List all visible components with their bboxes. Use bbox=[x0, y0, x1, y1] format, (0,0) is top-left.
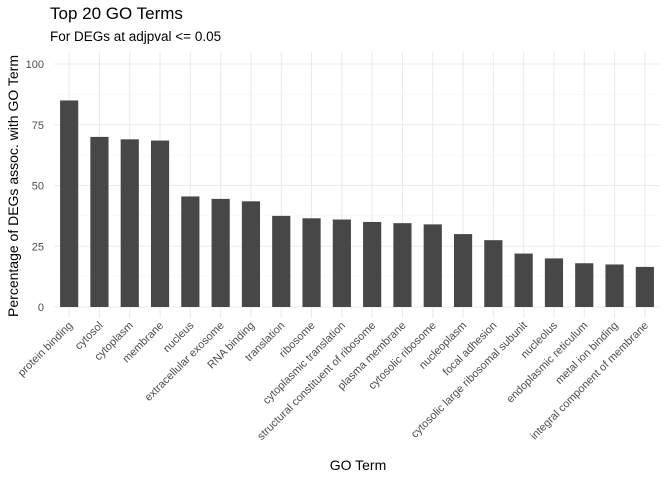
bars bbox=[60, 100, 654, 307]
bar bbox=[514, 253, 533, 307]
grid-lines bbox=[54, 52, 660, 318]
bar bbox=[272, 215, 291, 307]
chart-subtitle: For DEGs at adjpval <= 0.05 bbox=[50, 29, 222, 44]
y-tick-label: 50 bbox=[32, 181, 44, 193]
bar bbox=[453, 234, 473, 307]
y-tick-label: 75 bbox=[32, 120, 44, 132]
y-axis-ticks: 0 25 50 75 100 bbox=[26, 59, 44, 314]
bar bbox=[605, 264, 624, 307]
bar bbox=[90, 136, 109, 307]
bar bbox=[393, 223, 412, 307]
bar bbox=[181, 196, 200, 307]
y-tick-label: 100 bbox=[26, 59, 44, 71]
bar bbox=[484, 240, 503, 307]
bar bbox=[332, 219, 351, 307]
bar bbox=[423, 224, 442, 307]
bar bbox=[211, 198, 230, 307]
x-axis-title: GO Term bbox=[330, 457, 387, 473]
bar bbox=[302, 218, 321, 307]
bar bbox=[241, 201, 261, 307]
x-tick-label: protein binding bbox=[16, 320, 76, 380]
bar bbox=[150, 140, 170, 307]
y-axis-title: Percentage of DEGs assoc. with GO Term bbox=[5, 55, 21, 317]
y-tick-label: 25 bbox=[32, 241, 44, 253]
bar bbox=[544, 258, 564, 307]
y-tick-label: 0 bbox=[38, 302, 44, 314]
bar bbox=[575, 263, 594, 307]
x-axis-ticks: protein bindingcytosolcytoplasmmembranen… bbox=[16, 319, 651, 442]
chart-title: Top 20 GO Terms bbox=[50, 4, 183, 23]
bar bbox=[363, 221, 382, 307]
bar bbox=[120, 139, 139, 307]
bar bbox=[60, 100, 79, 307]
bar bbox=[635, 266, 654, 307]
